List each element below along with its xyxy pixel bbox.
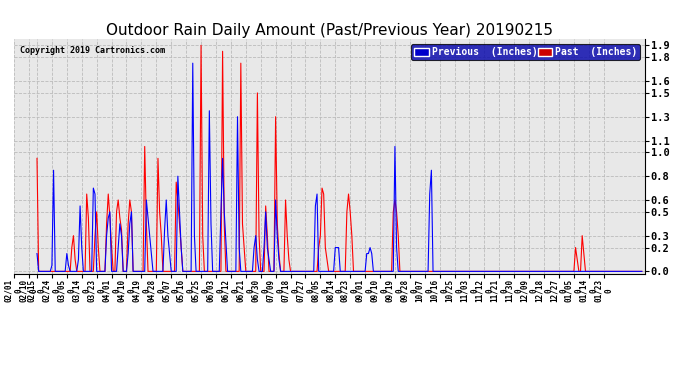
Title: Outdoor Rain Daily Amount (Past/Previous Year) 20190215: Outdoor Rain Daily Amount (Past/Previous… [106,23,553,38]
Text: Copyright 2019 Cartronics.com: Copyright 2019 Cartronics.com [20,46,165,56]
Legend: Previous  (Inches), Past  (Inches): Previous (Inches), Past (Inches) [411,44,640,60]
